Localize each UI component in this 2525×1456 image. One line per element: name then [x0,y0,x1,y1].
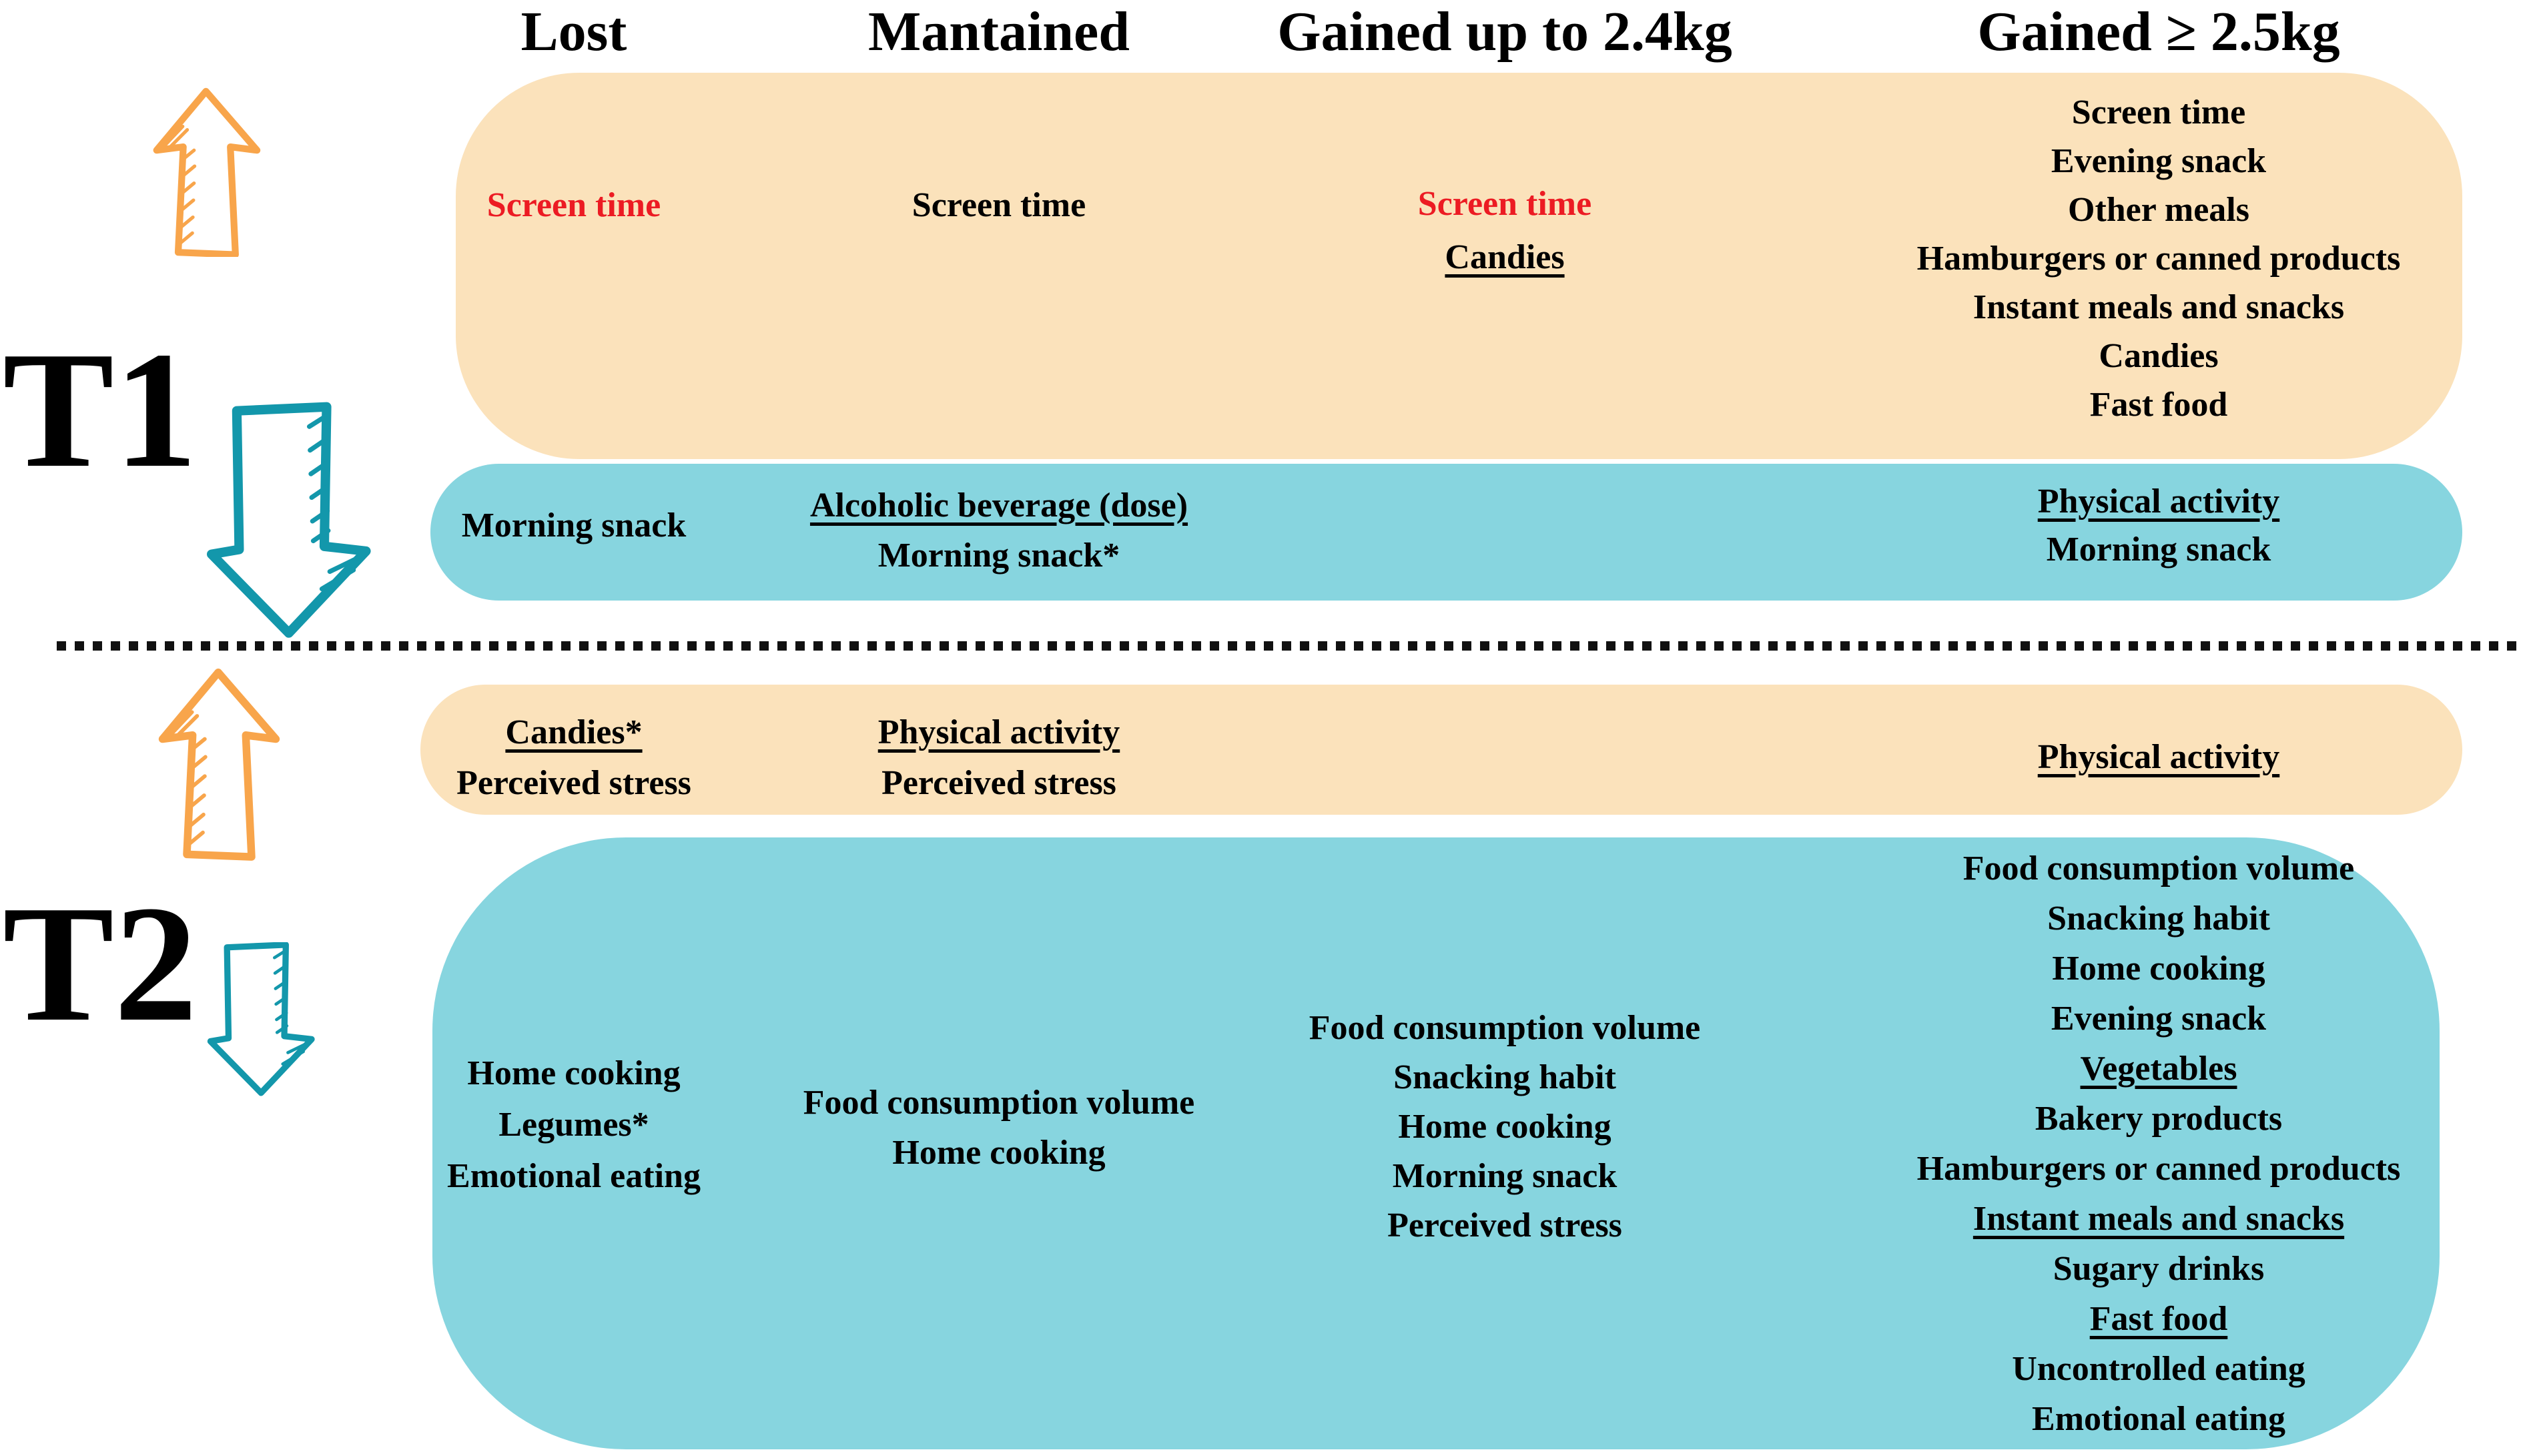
t1-decrease-band [430,464,2462,601]
behavior-item: Home cooking [2052,950,2265,988]
behavior-item: Instant meals and snacks [1972,288,2345,326]
column-header-lost: Lost [520,1,627,63]
behavior-item: Physical activity [2037,482,2280,520]
up-arrow-icon [141,87,272,257]
behavior-item: Home cooking [467,1054,681,1092]
column-header-mantained: Mantained [867,1,1130,63]
behavior-item: Candies* [505,713,643,751]
t1-increase-gained25-cell: Screen time Evening snack Other meals Hambu… [1892,88,2426,429]
t1-increase-band [456,73,2462,459]
behavior-item: Hamburgers or canned products [1916,240,2401,278]
behavior-item: Perceived stress [456,764,691,802]
column-header-gained-2-4: Gained up to 2.4kg [1277,1,1732,63]
t2-decrease-gained25-cell: Food consumption volume Snacking habit Hom… [1892,843,2426,1444]
behavior-item: Snacking habit [1393,1058,1616,1096]
t2-decrease-lost-cell: Home cooking Legumes* Emotional eating [374,1048,774,1202]
behavior-item: Food consumption volume [803,1084,1195,1122]
t2-label: T2 [3,871,198,1056]
t1-increase-gained24-cell: Screen time Candies [1271,177,1738,284]
t1-decrease-gained25-cell: Physical activity Morning snack [1892,478,2426,574]
behavior-item: Evening snack [2051,1000,2267,1038]
behavior-item: Home cooking [1398,1108,1611,1146]
t2-increase-lost-cell: Candies* Perceived stress [374,707,774,809]
t1-decrease-mantained-cell: Alcoholic beverage (dose) Morning snack* [785,480,1212,581]
t2-decrease-gained24-cell: Food consumption volume Snacking habit Hom… [1271,1004,1738,1250]
t1-increase-lost-cell: Screen time [374,184,774,227]
behavior-item: Fast food [2089,1300,2228,1338]
column-header-gained-2-5: Gained ≥ 2.5kg [1977,1,2340,63]
behavior-item: Home cooking [892,1134,1106,1172]
behavior-item: Perceived stress [1387,1206,1622,1244]
behavior-item: Screen time [486,186,661,224]
behavior-item: Snacking habit [2047,899,2270,938]
behavior-item: Candies [2099,337,2219,375]
behavior-item: Legumes* [498,1106,649,1144]
behavior-item: Physical activity [877,713,1120,751]
behavior-item: Sugary drinks [2053,1250,2265,1288]
t1-increase-mantained-cell: Screen time [785,184,1212,227]
behavior-item: Food consumption volume [1309,1009,1701,1047]
behavior-item: Uncontrolled eating [2012,1350,2305,1388]
behavior-item: Vegetables [2080,1050,2237,1088]
behavior-item: Bakery products [2035,1100,2283,1138]
t2-decrease-mantained-cell: Food consumption volume Home cooking [785,1078,1212,1178]
behavior-item: Morning snack [461,506,687,544]
t1-decrease-lost-cell: Morning snack [374,504,774,547]
behavior-item: Physical activity [2037,738,2280,776]
behavior-item: Screen time [912,186,1086,224]
t2-increase-band [420,685,2462,815]
behavior-item: Emotional eating [447,1157,701,1195]
behavior-item: Morning snack [1392,1157,1617,1195]
t2-increase-gained25-cell: Physical activity [1892,734,2426,781]
t1-t2-divider-dotted-line [57,641,2525,651]
down-arrow-icon [207,402,372,641]
behavior-item: Alcoholic beverage (dose) [809,486,1188,524]
behavior-item: Hamburgers or canned products [1916,1150,2401,1188]
behavior-item: Evening snack [2051,142,2267,180]
behavior-item: Food consumption volume [1962,849,2355,887]
behavior-item: Perceived stress [881,764,1116,802]
behavior-item: Instant meals and snacks [1972,1200,2345,1238]
behavior-item: Screen time [2071,93,2246,131]
t2-decrease-band [432,837,2440,1449]
behavior-item: Emotional eating [2032,1400,2285,1438]
behavior-item: Fast food [2089,386,2228,424]
down-arrow-icon [192,942,332,1097]
t2-increase-mantained-cell: Physical activity Perceived stress [785,707,1212,809]
up-arrow-icon [155,659,283,867]
behavior-item: Other meals [2068,191,2249,229]
behavior-item: Screen time [1417,185,1592,223]
behavior-item: Morning snack [2046,530,2271,569]
behavior-item: Morning snack* [877,536,1120,575]
t1-label: T1 [3,318,198,502]
behavior-item: Candies [1445,238,1565,276]
